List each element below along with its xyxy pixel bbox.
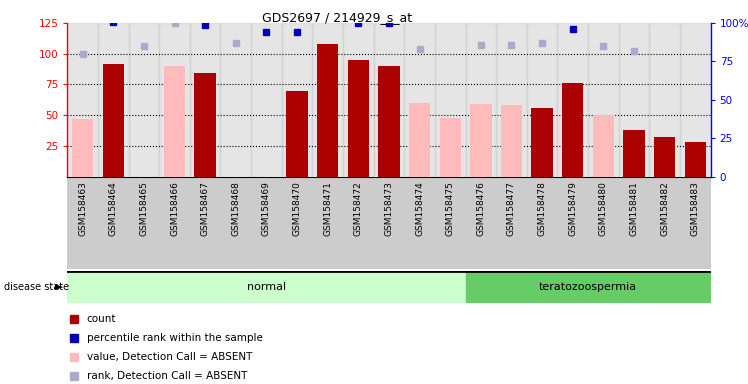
Text: ►: ► bbox=[55, 282, 64, 292]
Bar bbox=[557, 23, 588, 177]
Bar bbox=[251, 177, 282, 269]
Bar bbox=[465, 177, 496, 269]
Bar bbox=[654, 137, 675, 177]
Bar bbox=[496, 177, 527, 269]
Bar bbox=[282, 177, 313, 269]
Bar bbox=[680, 177, 711, 269]
Text: GSM158467: GSM158467 bbox=[200, 181, 209, 236]
Text: GSM158463: GSM158463 bbox=[78, 181, 87, 236]
Bar bbox=[251, 23, 282, 177]
Bar bbox=[72, 119, 94, 177]
Bar bbox=[527, 177, 557, 269]
Bar bbox=[374, 23, 404, 177]
Bar bbox=[282, 23, 313, 177]
Bar bbox=[129, 23, 159, 177]
Bar bbox=[98, 177, 129, 269]
Bar bbox=[619, 177, 649, 269]
Bar bbox=[496, 23, 527, 177]
Text: GSM158473: GSM158473 bbox=[384, 181, 393, 236]
Bar bbox=[435, 177, 465, 269]
Text: percentile rank within the sample: percentile rank within the sample bbox=[87, 333, 263, 343]
Bar bbox=[67, 271, 465, 303]
Text: GSM158476: GSM158476 bbox=[476, 181, 485, 236]
Bar bbox=[194, 73, 216, 177]
Bar bbox=[649, 177, 680, 269]
Bar bbox=[592, 115, 614, 177]
Text: GSM158468: GSM158468 bbox=[231, 181, 240, 236]
Text: GSM158483: GSM158483 bbox=[691, 181, 700, 236]
Text: GSM158471: GSM158471 bbox=[323, 181, 332, 236]
Bar bbox=[470, 104, 491, 177]
Bar bbox=[588, 23, 619, 177]
Text: GSM158474: GSM158474 bbox=[415, 181, 424, 236]
Bar bbox=[465, 271, 711, 303]
Bar bbox=[159, 23, 190, 177]
Text: GSM158479: GSM158479 bbox=[568, 181, 577, 236]
Bar bbox=[159, 177, 190, 269]
Text: GSM158482: GSM158482 bbox=[660, 181, 669, 236]
Bar bbox=[98, 23, 129, 177]
Bar bbox=[619, 23, 649, 177]
Bar bbox=[404, 177, 435, 269]
Bar bbox=[343, 177, 374, 269]
Bar bbox=[221, 23, 251, 177]
Bar bbox=[649, 23, 680, 177]
Text: teratozoospermia: teratozoospermia bbox=[539, 282, 637, 292]
Bar bbox=[404, 23, 435, 177]
Text: GSM158475: GSM158475 bbox=[446, 181, 455, 236]
Bar bbox=[102, 64, 124, 177]
Bar bbox=[313, 177, 343, 269]
Bar bbox=[409, 103, 430, 177]
Text: value, Detection Call = ABSENT: value, Detection Call = ABSENT bbox=[87, 352, 252, 362]
Text: GSM158465: GSM158465 bbox=[139, 181, 148, 236]
Bar bbox=[557, 177, 588, 269]
Bar bbox=[684, 142, 706, 177]
Text: GSM158470: GSM158470 bbox=[292, 181, 301, 236]
Text: disease state: disease state bbox=[4, 282, 69, 292]
Bar bbox=[465, 23, 496, 177]
Bar bbox=[190, 177, 221, 269]
Text: GDS2697 / 214929_s_at: GDS2697 / 214929_s_at bbox=[262, 12, 412, 25]
Bar bbox=[440, 118, 461, 177]
Bar bbox=[286, 91, 307, 177]
Bar bbox=[221, 177, 251, 269]
Text: count: count bbox=[87, 314, 116, 324]
Bar bbox=[680, 23, 711, 177]
Bar bbox=[129, 177, 159, 269]
Text: GSM158477: GSM158477 bbox=[507, 181, 516, 236]
Bar bbox=[190, 23, 221, 177]
Text: GSM158481: GSM158481 bbox=[630, 181, 639, 236]
Text: GSM158469: GSM158469 bbox=[262, 181, 271, 236]
Bar bbox=[67, 177, 98, 269]
Bar bbox=[623, 130, 645, 177]
Text: GSM158466: GSM158466 bbox=[170, 181, 179, 236]
Text: GSM158478: GSM158478 bbox=[538, 181, 547, 236]
Text: rank, Detection Call = ABSENT: rank, Detection Call = ABSENT bbox=[87, 371, 247, 381]
Bar bbox=[374, 177, 404, 269]
Bar bbox=[313, 23, 343, 177]
Bar bbox=[378, 66, 399, 177]
Bar bbox=[531, 108, 553, 177]
Text: GSM158472: GSM158472 bbox=[354, 181, 363, 236]
Bar bbox=[164, 66, 186, 177]
Bar bbox=[343, 23, 374, 177]
Bar bbox=[317, 44, 338, 177]
Bar bbox=[348, 60, 369, 177]
Bar bbox=[527, 23, 557, 177]
Bar bbox=[562, 83, 583, 177]
Bar bbox=[67, 23, 98, 177]
Text: GSM158464: GSM158464 bbox=[108, 181, 117, 236]
Bar bbox=[500, 105, 522, 177]
Text: GSM158480: GSM158480 bbox=[599, 181, 608, 236]
Text: normal: normal bbox=[247, 282, 286, 292]
Bar bbox=[435, 23, 465, 177]
Bar bbox=[588, 177, 619, 269]
